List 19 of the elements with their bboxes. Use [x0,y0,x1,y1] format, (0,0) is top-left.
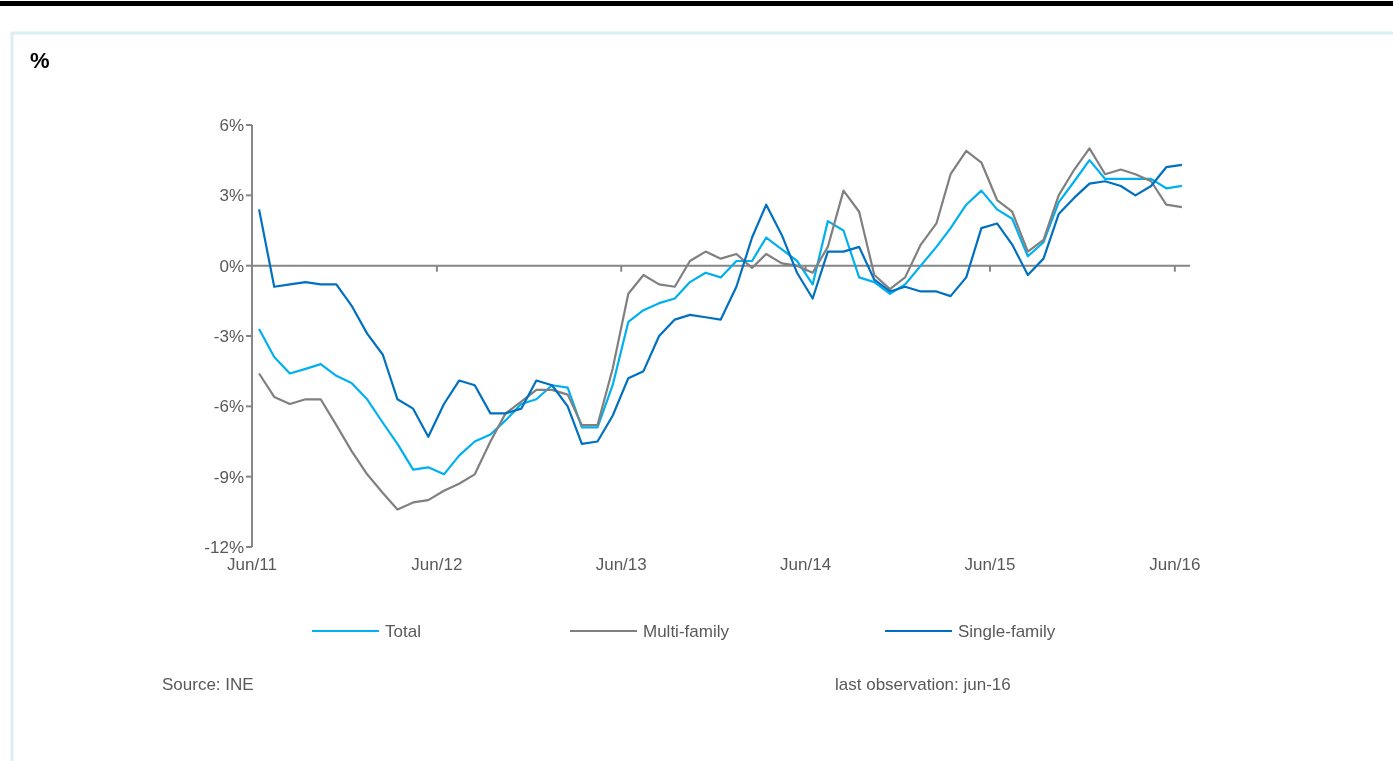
legend-label: Single-family [958,621,1056,641]
y-tick-label: 3% [219,186,244,206]
y-tick-label: 6% [219,115,244,135]
y-tick-label: -3% [213,326,244,346]
legend-label: Total [385,621,421,641]
x-tick-label: Jun/15 [964,555,1016,574]
text: % [30,48,50,73]
x-tick-label: Jun/12 [411,555,463,574]
y-tick-label: -9% [213,467,244,487]
text: last observation: jun-16 [835,675,1011,694]
y-tick-label: -6% [213,397,244,417]
legend-label: Multi-family [643,621,730,641]
y-tick-label: 0% [219,256,244,276]
y-tick-label: -12% [204,537,244,557]
x-tick-label: Jun/14 [780,555,832,574]
x-tick-label: Jun/11 [227,555,277,574]
x-tick-label: Jun/13 [595,555,647,574]
source-note: Source: INE [162,675,254,694]
x-tick-label: Jun/16 [1149,555,1201,574]
